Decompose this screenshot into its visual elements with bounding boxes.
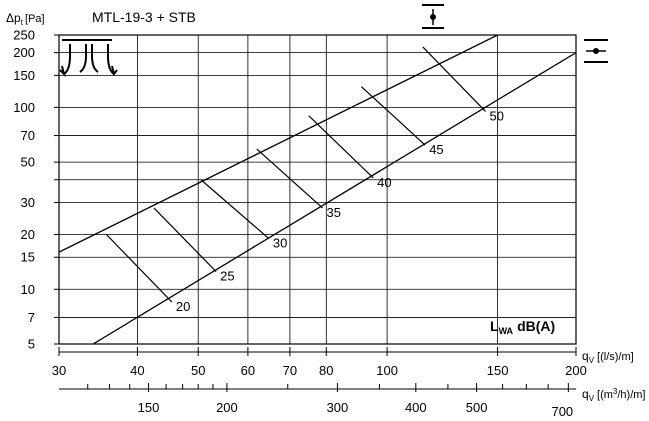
y-axis-label: Δpt [Pa] — [6, 11, 45, 27]
noise-level-label: 25 — [220, 269, 234, 284]
x-tick-label-m3h: 700 — [551, 404, 573, 419]
x-tick-label-ls: 100 — [376, 363, 398, 378]
y-tick-label: 20 — [21, 227, 35, 242]
x-axis-label-m3h-unit-post: /h)/m] — [617, 389, 645, 401]
x-axis-label-ls: qV [(l/s)/m] — [582, 349, 634, 365]
damper-open-icon — [584, 39, 608, 63]
y-tick-label: 70 — [21, 128, 35, 143]
y-tick-label: 5 — [28, 337, 35, 352]
noise-level-label: 30 — [273, 236, 287, 251]
y-tick-label: 200 — [13, 45, 35, 60]
series-line — [92, 52, 576, 344]
x-axis-label-m3h-main: q — [582, 387, 589, 401]
x-axis-label-ls-sub: V — [589, 356, 595, 365]
chart-title: MTL-19-3 + STB — [92, 9, 196, 25]
noise-level-line — [308, 115, 374, 179]
x-tick-label-ls: 60 — [241, 363, 255, 378]
noise-level-line — [153, 207, 217, 273]
plot-frame — [58, 34, 577, 345]
noise-legend: LWA dB(A) — [490, 318, 555, 336]
x-tick-label-ls: 200 — [565, 363, 587, 378]
x-tick-label-m3h: 200 — [216, 400, 238, 415]
noise-level-label: 35 — [327, 205, 341, 220]
y-tick-label: 15 — [21, 250, 35, 265]
noise-legend-main: L — [490, 318, 499, 334]
x-tick-label-m3h: 400 — [405, 400, 427, 415]
y-axis-label-unit: [Pa] — [25, 13, 45, 25]
x-axis-label-ls-unit: [(l/s)/m] — [597, 351, 634, 363]
airflow-pattern-icon — [59, 36, 118, 80]
x-tick-label-ls: 40 — [130, 363, 144, 378]
y-axis-label-main: Δp — [6, 11, 21, 25]
series-line — [59, 35, 498, 253]
y-axis-label-sub: t — [21, 18, 24, 27]
y-tick-label: 50 — [21, 155, 35, 170]
y-tick-label: 100 — [13, 100, 35, 115]
x-axis-label-m3h-sub: V — [589, 394, 595, 403]
x-tick-label-ls: 150 — [487, 363, 509, 378]
x-tick-label-m3h: 500 — [466, 400, 488, 415]
noise-level-label: 50 — [490, 108, 504, 123]
noise-legend-sub: WA — [499, 326, 514, 336]
noise-level-line — [422, 46, 486, 112]
x-axis-label-m3h: qV [(m3/h)/m] — [582, 387, 646, 403]
noise-level-line — [200, 179, 270, 240]
y-tick-label: 7 — [28, 310, 35, 325]
noise-level-label: 40 — [377, 175, 391, 190]
damper-position-icon — [422, 4, 444, 29]
x-axis-label-m3h-unit-pre: [(m — [597, 389, 613, 401]
x-tick-label-ls: 50 — [191, 363, 205, 378]
noise-level-line — [256, 148, 323, 209]
noise-level-label: 45 — [429, 142, 443, 157]
noise-level-line — [360, 86, 426, 146]
x-axis-label-m3h-sup: 3 — [613, 387, 618, 396]
noise-legend-unit: dB(A) — [517, 318, 555, 334]
x-axis-label-ls-main: q — [582, 349, 589, 363]
x-tick-label-ls: 70 — [283, 363, 297, 378]
y-tick-label: 150 — [13, 68, 35, 83]
y-tick-label: 10 — [21, 282, 35, 297]
x-tick-label-ls: 30 — [52, 363, 66, 378]
noise-level-line — [105, 234, 173, 303]
x-tick-label-ls: 80 — [319, 363, 333, 378]
x-tick-label-m3h: 300 — [327, 400, 349, 415]
y-tick-label: 30 — [21, 195, 35, 210]
x-tick-label-m3h: 150 — [138, 400, 160, 415]
noise-level-label: 20 — [176, 299, 190, 314]
y-tick-label: 250 — [13, 28, 35, 43]
